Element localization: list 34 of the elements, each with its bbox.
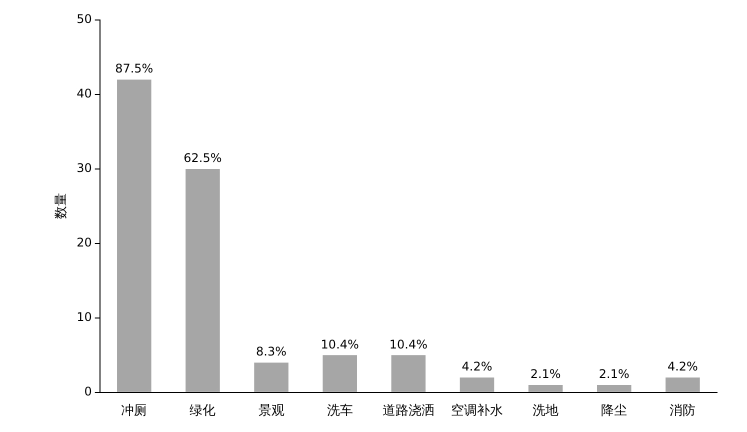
x-tick-label: 空调补水 <box>451 404 504 419</box>
bar <box>186 168 220 392</box>
annotation: 2.1% <box>598 367 630 382</box>
bar <box>460 378 494 392</box>
bar <box>254 362 288 392</box>
x-tick-label: 降尘 <box>601 404 628 419</box>
y-axis-title: 数量 <box>54 193 70 220</box>
annotation: 87.5% <box>115 62 154 76</box>
x-tick-label: 消防 <box>670 404 696 419</box>
annotation: 4.2% <box>462 360 492 374</box>
annotation: 62.5% <box>184 151 222 166</box>
bar <box>391 355 426 392</box>
bar <box>597 384 632 392</box>
y-tick-label: 50 <box>76 12 92 26</box>
x-tick-label: 景观 <box>258 404 284 419</box>
annotation: 8.3% <box>256 344 287 359</box>
annotation: 4.2% <box>667 360 698 374</box>
bar <box>528 384 563 392</box>
annotation: 10.4% <box>320 337 359 352</box>
y-tick-label: 0 <box>84 384 92 399</box>
y-tick-label: 30 <box>76 161 92 176</box>
y-tick-label: 20 <box>76 236 92 250</box>
bar <box>666 378 700 392</box>
x-tick-label: 道路浇洒 <box>382 404 434 419</box>
bar <box>322 355 358 392</box>
x-tick-label: 洗地 <box>532 404 559 419</box>
bar <box>117 80 152 392</box>
x-tick-label: 绿化 <box>190 404 216 419</box>
x-tick-label: 洗车 <box>326 404 353 419</box>
x-tick-label: 冲厕 <box>121 404 148 419</box>
annotation: 2.1% <box>530 367 561 382</box>
y-tick-label: 10 <box>76 310 92 324</box>
y-tick-label: 40 <box>76 86 92 101</box>
annotation: 10.4% <box>389 337 428 352</box>
